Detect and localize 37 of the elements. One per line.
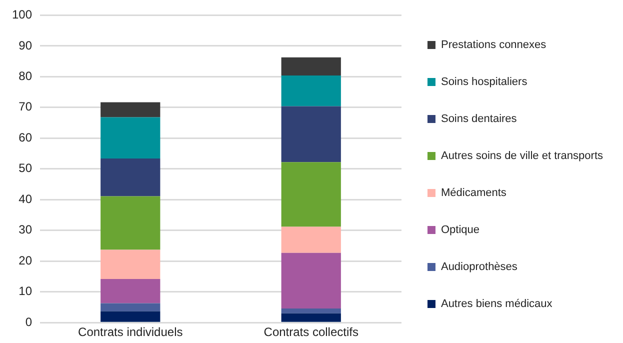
bar — [100, 311, 160, 322]
y-tick-label: 20 — [18, 253, 32, 268]
legend-label: Prestations connexes — [440, 39, 547, 52]
y-tick-label: 50 — [18, 161, 32, 176]
bar — [100, 303, 160, 312]
legend-label: Soins hospitaliers — [440, 76, 528, 88]
bar — [281, 252, 341, 308]
y-tick-label: 40 — [18, 192, 32, 206]
y-tick-label: 90 — [18, 38, 32, 52]
legend-label: Autres soins de ville et transports — [440, 150, 604, 162]
x-tick-label: Contrats collectifs — [264, 325, 358, 340]
y-tick-label: 70 — [18, 100, 32, 114]
bar — [281, 106, 341, 162]
bar — [281, 75, 341, 106]
bar — [100, 250, 160, 279]
legend-label: Autres biens médicaux — [440, 298, 553, 310]
legend-label: Médicaments — [440, 187, 507, 200]
bar — [100, 102, 160, 118]
bar — [281, 162, 341, 227]
bar — [281, 313, 341, 322]
y-tick-label: 60 — [18, 130, 32, 144]
legend-label: Soins dentaires — [440, 113, 518, 126]
y-tick-label: 30 — [18, 222, 32, 237]
legend-label: Audioprothèses — [440, 261, 518, 274]
bar — [281, 57, 341, 76]
bar — [100, 278, 160, 304]
bar — [281, 226, 341, 253]
y-tick-label: 0 — [25, 314, 32, 329]
legend-label: Optique — [440, 224, 480, 236]
bar — [281, 308, 341, 314]
bar — [100, 117, 160, 158]
y-tick-label: 100 — [12, 8, 32, 22]
x-tick-label: Contrats individuels — [78, 325, 183, 340]
y-tick-label: 10 — [18, 284, 32, 298]
bar — [100, 196, 160, 250]
bar — [100, 158, 160, 196]
y-tick-label: 80 — [18, 68, 32, 83]
